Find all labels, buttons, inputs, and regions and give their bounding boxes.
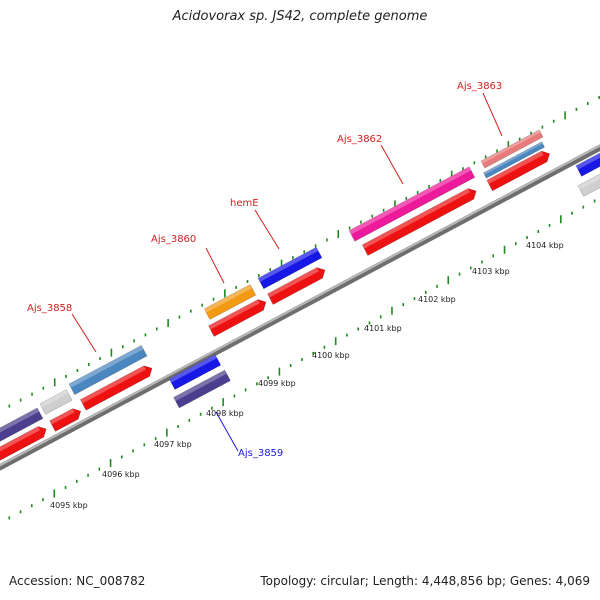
cds-arrow-shine (0, 426, 41, 452)
gene-block-shine (204, 284, 253, 313)
gene-block-shine (68, 345, 144, 388)
map-title: Acidovorax sp. JS42, complete genome (172, 9, 428, 24)
scale-label: 4100 kbp (312, 351, 350, 360)
cds-arrow-body (486, 150, 551, 192)
gene-block-body (173, 369, 231, 409)
scale-label: 4103 kbp (472, 267, 510, 276)
gene-block-body (483, 141, 545, 179)
gene-label[interactable]: Ajs_3858 (27, 303, 72, 314)
gene-block-body (168, 354, 222, 390)
cds-arrow[interactable] (267, 267, 326, 305)
gene-block-shine (480, 129, 541, 164)
gene-block-body (577, 173, 600, 197)
cds-arrow[interactable] (361, 188, 477, 256)
callout-line (205, 247, 225, 284)
tick-layer (8, 96, 600, 520)
cds-arrow[interactable] (0, 426, 47, 461)
gene-block-shine (258, 247, 319, 282)
gene-block[interactable] (348, 166, 476, 242)
cds-arrow-body (267, 267, 326, 305)
gene-block-body (575, 152, 600, 177)
summary-text: Topology: circular; Length: 4,448,856 bp… (260, 574, 590, 588)
gene-block[interactable] (257, 246, 323, 290)
cds-arrow[interactable] (208, 299, 267, 337)
scale-label: 4095 kbp (50, 501, 88, 510)
gene-block-shine (0, 407, 40, 433)
cds-arrow-body (49, 408, 82, 432)
cds-arrow[interactable] (49, 408, 82, 432)
gene-label[interactable]: Ajs_3863 (457, 81, 502, 92)
gene-block-shine (173, 370, 227, 402)
gene-block[interactable] (39, 389, 73, 415)
cds-arrow-body (361, 188, 477, 256)
callout-line (380, 144, 404, 185)
gene-label[interactable]: Ajs_3860 (151, 234, 196, 245)
cds-arrow[interactable] (80, 365, 153, 411)
gene-block-shine (349, 166, 472, 235)
genome-backbone (0, 144, 600, 471)
cds-arrow-shine (486, 151, 544, 184)
cds-arrow-shine (49, 408, 75, 425)
gene-block-shine (577, 174, 600, 190)
cds-arrow-shine (80, 365, 146, 404)
gene-block[interactable] (68, 345, 148, 395)
gene-block-body (348, 166, 476, 242)
cds-arrow-shine (267, 267, 319, 298)
gene-block-body (0, 407, 44, 442)
scale-label: 4101 kbp (364, 324, 402, 333)
cds-arrow-shine (362, 188, 471, 249)
callout-line (482, 92, 503, 137)
gene-label[interactable]: hemE (230, 198, 259, 209)
gene-block[interactable] (577, 172, 600, 197)
gene-block[interactable] (483, 141, 545, 179)
gene-block-body (257, 246, 323, 290)
accession-text: Accession: NC_008782 (9, 574, 146, 588)
callout-line (215, 411, 239, 452)
cds-arrow-body (0, 426, 47, 461)
feature-layer (0, 129, 600, 461)
gene-label[interactable]: Ajs_3859 (238, 448, 283, 459)
scale-label: 4104 kbp (526, 241, 564, 250)
cds-arrow-body (208, 299, 267, 337)
scale-label: 4098 kbp (206, 409, 244, 418)
gene-block-body (68, 345, 148, 395)
gene-block-shine (575, 152, 600, 170)
gene-block[interactable] (168, 354, 222, 390)
gene-block-body (39, 389, 73, 415)
gene-block-shine (39, 389, 69, 408)
scale-label: 4097 kbp (154, 440, 192, 449)
scale-label: 4102 kbp (418, 295, 456, 304)
gene-block[interactable] (173, 369, 231, 409)
cds-arrow[interactable] (486, 150, 551, 192)
gene-block-shine (169, 354, 218, 383)
cds-arrow-body (80, 365, 153, 411)
callout-line (254, 209, 280, 250)
scale-label: 4099 kbp (258, 379, 296, 388)
gene-block[interactable] (575, 152, 600, 177)
gene-block[interactable] (0, 407, 44, 442)
gene-block[interactable] (203, 284, 257, 320)
genome-backbone-highlight (0, 144, 600, 467)
gene-block-shine (483, 141, 543, 175)
gene-block-body (203, 284, 257, 320)
gene-block[interactable] (480, 129, 544, 169)
scale-label: 4096 kbp (102, 470, 140, 479)
gene-block-body (480, 129, 544, 169)
callout-line (71, 313, 97, 353)
gene-label[interactable]: Ajs_3862 (337, 134, 382, 145)
cds-arrow-shine (208, 299, 260, 330)
